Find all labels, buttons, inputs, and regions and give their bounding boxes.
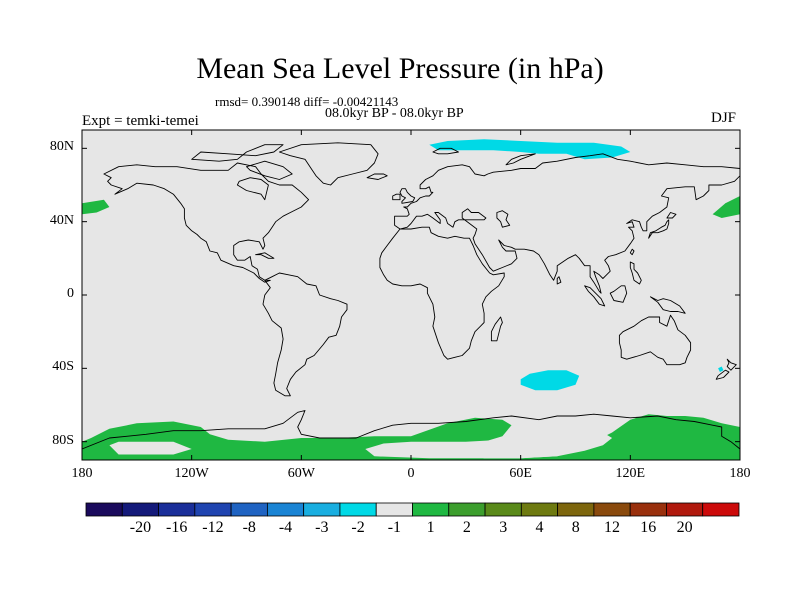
anomaly-arctic-russia-negative [429,139,631,160]
coastline-north-america [103,162,310,283]
colorbar-swatch [158,502,196,517]
colorbar-label: -3 [315,519,329,536]
colorbar-swatch [266,502,305,517]
period-line: 08.0kyr BP - 08.0kyr BP [325,106,464,121]
x-tick-label: 120W [174,466,209,481]
coastline-iceland [366,173,388,180]
map-background [82,130,740,460]
y-tick-label: 40S [52,359,74,375]
x-tick-label: 60E [509,466,532,481]
season-label: DJF [711,110,737,126]
region-east-antarctic-hole [365,432,613,459]
colorbar-label: 12 [604,519,621,536]
x-tick-label: 60W [287,466,315,481]
coastline-new-zealand-s [715,369,730,380]
coastline-taiwan [629,248,635,256]
coastline-australia [618,314,692,366]
colorbar-label: 8 [571,519,580,536]
colorbar-swatch [666,502,704,517]
colorbar-label: 4 [535,519,544,536]
y-tick-label: 80N [49,139,74,155]
figure-title: Mean Sea Level Pressure (in hPa) [196,52,604,85]
colorbar-swatch [339,502,377,517]
colorbar-swatch [629,502,667,517]
coastline-sumatra [584,285,606,307]
coastline-cuba [255,252,275,259]
coastline-great-britain [399,188,416,204]
x-tick-label: 0 [407,466,415,481]
coastline-greenland [278,142,379,186]
colorbar-swatch [702,502,740,517]
colorbar-label: 2 [462,519,471,536]
anomaly-north-atlantic-positive [82,199,110,215]
coastline-japan [648,219,670,239]
coastline-new-guinea [649,296,686,314]
colorbar-label: 1 [426,519,435,536]
coastline-eurasia [394,153,740,294]
coastline-novaya-zemlya [505,153,536,166]
stats-line: rmsd= 0.390148 diff= -0.00421143 [215,94,399,109]
coastline-south-america [262,272,348,397]
colorbar-swatch [85,502,123,517]
colorbar-label: -1 [387,519,402,536]
coastline-svalbard [432,147,459,155]
colorbar-label: -2 [351,519,365,536]
colorbar-swatch [520,502,559,517]
x-tick-label: 120E [615,466,646,481]
coastline-borneo [609,285,628,303]
region-ross-hole [109,441,192,455]
colorbar-swatch [412,502,450,517]
coastline-africa [379,226,505,360]
anomaly-tasman-negative [718,366,724,372]
coastline-arctic-islands [191,144,284,162]
x-tick-label: 180 [729,466,751,481]
y-tick-label: 80S [52,432,74,448]
anomaly-south-indian-ocean-negative [520,370,580,391]
coastline-baffin [246,160,293,180]
colorbar-label: 16 [640,519,657,536]
coastline-sri-lanka [556,276,562,285]
x-tick-label: 180 [71,466,93,481]
coastline-philippines [629,261,642,285]
colorbar-label: -20 [129,519,152,536]
coastline-madagascar [490,316,503,342]
colorbar-swatch [303,502,341,517]
y-tick-label: 40N [49,212,74,228]
colorbar [85,502,740,517]
colorbar-label: 3 [499,519,508,536]
colorbar-swatch [484,502,522,517]
colorbar-label: -16 [166,519,188,536]
colorbar-swatch [375,502,413,517]
colorbar-swatch [230,502,268,517]
experiment-label: Expt = temki-temei [82,113,199,129]
colorbar-swatch [121,502,159,517]
colorbar-swatch [557,502,595,517]
colorbar-label: -8 [242,519,256,536]
coastline-hudson-bay [236,177,269,201]
coastline-ireland [392,193,401,201]
colorbar-label: -12 [202,519,224,536]
coastline-caspian-sea [496,210,511,228]
axis-ticks [81,130,741,460]
y-tick-label: 0 [67,286,74,301]
coastline-hokkaido [666,212,677,219]
coastline-antarctica [82,410,740,450]
anomaly-north-pacific-west-positive [712,196,740,218]
coastline-new-zealand-n [726,358,737,371]
colorbar-label: -4 [278,519,293,536]
colorbar-swatch [593,502,631,517]
anomaly-antarctic-positive [82,414,740,460]
map-plot-area [82,130,740,460]
colorbar-label: 20 [676,519,693,536]
colorbar-swatch [194,502,232,517]
colorbar-swatch [448,502,486,517]
